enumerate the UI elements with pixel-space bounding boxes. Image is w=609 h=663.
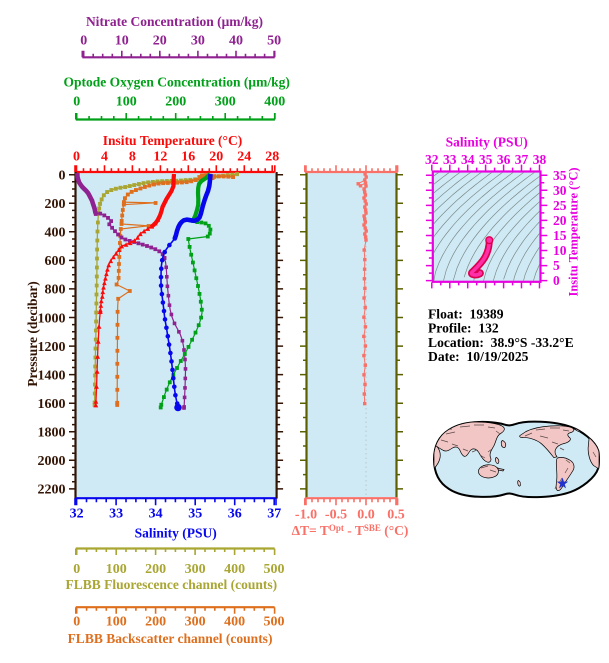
svg-text:0: 0	[73, 94, 80, 109]
svg-text:35: 35	[188, 507, 202, 522]
svg-text:100: 100	[106, 614, 127, 629]
svg-text:32: 32	[70, 507, 84, 522]
svg-text:300: 300	[185, 614, 206, 629]
svg-text:300: 300	[215, 94, 236, 109]
svg-text:ΔT= TOpt - TSBE (°C): ΔT= TOpt - TSBE (°C)	[292, 523, 409, 538]
svg-text:200: 200	[145, 562, 166, 577]
svg-text:30: 30	[553, 183, 567, 198]
svg-text:37: 37	[267, 507, 281, 522]
svg-text:200: 200	[145, 614, 166, 629]
svg-text:Date: 10/19/2025: Date: 10/19/2025	[428, 349, 529, 364]
svg-text:200: 200	[45, 197, 66, 212]
svg-text:10: 10	[553, 243, 567, 258]
svg-text:33: 33	[443, 152, 457, 167]
svg-text:400: 400	[264, 94, 285, 109]
svg-text:35: 35	[553, 168, 567, 183]
svg-text:20: 20	[153, 34, 167, 49]
svg-text:25: 25	[553, 198, 567, 213]
svg-text:5: 5	[553, 258, 560, 273]
svg-text:0: 0	[59, 169, 66, 184]
svg-text:Location: 38.9°S -33.2°E: Location: 38.9°S -33.2°E	[428, 335, 574, 350]
svg-text:Pressure (decibar): Pressure (decibar)	[25, 281, 40, 387]
svg-text:0: 0	[73, 562, 80, 577]
svg-text:500: 500	[264, 614, 285, 629]
svg-text:400: 400	[224, 614, 245, 629]
svg-text:Profile: 132: Profile: 132	[428, 321, 499, 336]
svg-text:4: 4	[101, 149, 108, 164]
svg-text:15: 15	[553, 228, 567, 243]
svg-text:Salinity (PSU): Salinity (PSU)	[135, 525, 217, 540]
svg-text:2200: 2200	[38, 483, 66, 498]
svg-text:16: 16	[181, 149, 195, 164]
svg-text:28: 28	[265, 149, 279, 164]
svg-text:Insitu Temperature (°C): Insitu Temperature (°C)	[103, 133, 242, 148]
svg-text:200: 200	[165, 94, 186, 109]
svg-text:1400: 1400	[38, 368, 66, 383]
svg-text:33: 33	[109, 507, 123, 522]
svg-text:Salinity (PSU): Salinity (PSU)	[446, 135, 528, 150]
svg-text:500: 500	[264, 562, 285, 577]
svg-text:0: 0	[73, 614, 80, 629]
svg-text:Optode Oxygen Concentration (μ: Optode Oxygen Concentration (μm/kg)	[64, 74, 290, 89]
svg-text:0: 0	[73, 149, 80, 164]
svg-text:12: 12	[153, 149, 167, 164]
svg-text:37: 37	[515, 152, 529, 167]
svg-text:600: 600	[45, 254, 66, 269]
svg-text:0.0: 0.0	[357, 508, 375, 523]
svg-text:Nitrate Concentration (μm/kg): Nitrate Concentration (μm/kg)	[86, 14, 263, 29]
svg-text:FLBB Backscatter channel (coun: FLBB Backscatter channel (counts)	[68, 631, 273, 646]
svg-text:-1.0: -1.0	[295, 508, 317, 523]
svg-text:0: 0	[553, 273, 560, 288]
svg-text:1600: 1600	[38, 397, 66, 412]
svg-text:34: 34	[149, 507, 163, 522]
svg-text:20: 20	[553, 213, 567, 228]
svg-text:100: 100	[106, 562, 127, 577]
svg-text:36: 36	[228, 507, 242, 522]
svg-text:800: 800	[45, 283, 66, 298]
svg-text:Insitu Temperature (°C): Insitu Temperature (°C)	[567, 167, 581, 296]
svg-text:24: 24	[237, 149, 251, 164]
svg-text:0: 0	[80, 34, 87, 49]
svg-text:FLBB Fluorescence channel (cou: FLBB Fluorescence channel (counts)	[65, 577, 277, 592]
svg-text:8: 8	[129, 149, 136, 164]
svg-text:Float: 19389: Float: 19389	[428, 307, 504, 322]
svg-text:50: 50	[267, 34, 281, 49]
svg-text:300: 300	[185, 562, 206, 577]
svg-text:10: 10	[115, 34, 129, 49]
svg-text:40: 40	[229, 34, 243, 49]
svg-text:38: 38	[533, 152, 547, 167]
svg-text:400: 400	[45, 226, 66, 241]
svg-text:400: 400	[224, 562, 245, 577]
svg-text:0.5: 0.5	[387, 508, 405, 523]
svg-text:1800: 1800	[38, 426, 66, 441]
svg-text:20: 20	[209, 149, 223, 164]
svg-text:100: 100	[116, 94, 137, 109]
svg-text:36: 36	[497, 152, 511, 167]
svg-text:30: 30	[191, 34, 205, 49]
svg-text:1000: 1000	[38, 311, 66, 326]
svg-text:-0.5: -0.5	[325, 508, 347, 523]
svg-text:1200: 1200	[38, 340, 66, 355]
svg-text:2000: 2000	[38, 454, 66, 469]
svg-text:32: 32	[425, 152, 439, 167]
svg-text:34: 34	[461, 152, 475, 167]
svg-text:35: 35	[479, 152, 493, 167]
